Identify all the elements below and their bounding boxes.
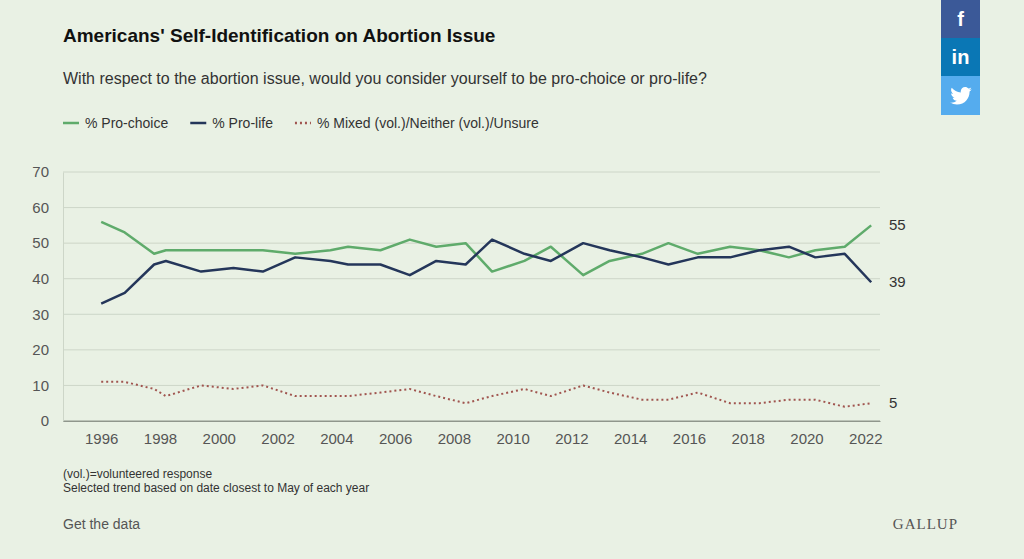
x-axis-line [64, 421, 881, 422]
y-tick-label: 40 [32, 270, 49, 287]
x-tick-label: 2014 [614, 430, 647, 447]
grid-line [63, 207, 880, 208]
legend-item: % Pro-choice [63, 115, 168, 131]
x-tick: 2014 [614, 421, 647, 447]
grid-line [63, 421, 880, 422]
legend-swatch [295, 122, 311, 125]
x-tick: 2022 [849, 421, 882, 447]
title: Americans' Self-Identification on Aborti… [63, 25, 495, 46]
y-tick: 50 [32, 234, 63, 251]
y-tick: 30 [32, 306, 63, 323]
x-tick-label: 2006 [379, 430, 412, 447]
grid-line [63, 314, 880, 315]
x-axis: 1996 1998 2000 2002 2004 2006 2008 2010 2012 2014… [64, 421, 883, 447]
share-button[interactable] [941, 76, 980, 115]
plot-area [101, 222, 871, 407]
share-button[interactable]: f [941, 0, 980, 38]
y-tick-label: 30 [32, 306, 49, 323]
y-tick: 10 [32, 377, 63, 394]
end-label: 39 [889, 273, 906, 290]
x-tick: 2004 [320, 421, 353, 447]
x-tick: 2010 [496, 421, 529, 447]
x-tick-label: 2010 [496, 430, 529, 447]
x-tick: 2018 [732, 421, 765, 447]
grid-line [63, 243, 880, 244]
subtitle: With respect to the abortion issue, woul… [63, 70, 707, 87]
x-tick: 2000 [203, 421, 236, 447]
x-tick-label: 2022 [849, 430, 882, 447]
legend-swatch [63, 122, 79, 125]
end-label: 5 [889, 394, 897, 411]
y-axis: 0 10 20 30 40 50 60 70 [32, 163, 63, 429]
data-link[interactable]: Get the data [63, 516, 140, 532]
x-tick-label: 2020 [790, 430, 823, 447]
x-tick-label: 2008 [438, 430, 471, 447]
x-tick: 2002 [261, 421, 294, 447]
x-tick-label: 2002 [261, 430, 294, 447]
x-tick: 2016 [673, 421, 706, 447]
grid-line [63, 385, 880, 386]
grid [63, 172, 880, 421]
x-tick-label: 2016 [673, 430, 706, 447]
x-tick: 1998 [144, 421, 177, 447]
legend-label: % Pro-life [212, 115, 273, 131]
series-line [101, 240, 871, 304]
legend-item: % Mixed (vol.)/Neither (vol.)/Unsure [295, 115, 539, 131]
chart: Americans' Self-Identification on Aborti… [0, 0, 1024, 559]
legend-swatch [190, 122, 206, 125]
twitter-bird [950, 87, 972, 105]
x-tick-label: 1996 [85, 430, 118, 447]
y-tick-label: 60 [32, 199, 49, 216]
end-label: 55 [889, 216, 906, 233]
y-tick-label: 70 [32, 163, 49, 180]
x-tick: 1996 [85, 421, 118, 447]
x-tick-label: 2000 [203, 430, 236, 447]
y-tick: 60 [32, 199, 63, 216]
x-tick: 2012 [555, 421, 588, 447]
source: GALLUP [893, 516, 958, 532]
share-icon [950, 87, 972, 105]
y-tick: 70 [32, 163, 63, 180]
share-button[interactable]: in [941, 38, 980, 76]
x-tick: 2020 [790, 421, 823, 447]
y-tick: 20 [32, 341, 63, 358]
series-line [101, 382, 871, 407]
y-tick-label: 50 [32, 234, 49, 251]
grid-line [63, 349, 880, 350]
y-tick-label: 0 [41, 412, 49, 429]
legend-label: % Mixed (vol.)/Neither (vol.)/Unsure [317, 115, 539, 131]
x-tick: 2008 [438, 421, 471, 447]
legend-label: % Pro-choice [85, 115, 168, 131]
x-tick: 2006 [379, 421, 412, 447]
y-axis-line [63, 173, 64, 422]
x-tick-label: 2012 [555, 430, 588, 447]
note: (vol.)=volunteered response [63, 467, 212, 481]
y-tick: 0 [41, 412, 63, 429]
legend-item: % Pro-life [190, 115, 273, 131]
note: Selected trend based on date closest to … [63, 481, 369, 495]
y-tick-label: 20 [32, 341, 49, 358]
x-tick-label: 2004 [320, 430, 353, 447]
y-tick: 40 [32, 270, 63, 287]
x-tick-label: 1998 [144, 430, 177, 447]
grid-line [63, 278, 880, 279]
x-tick-label: 2018 [732, 430, 765, 447]
series-line [101, 222, 871, 275]
y-tick-label: 10 [32, 377, 49, 394]
grid-line [63, 172, 880, 173]
